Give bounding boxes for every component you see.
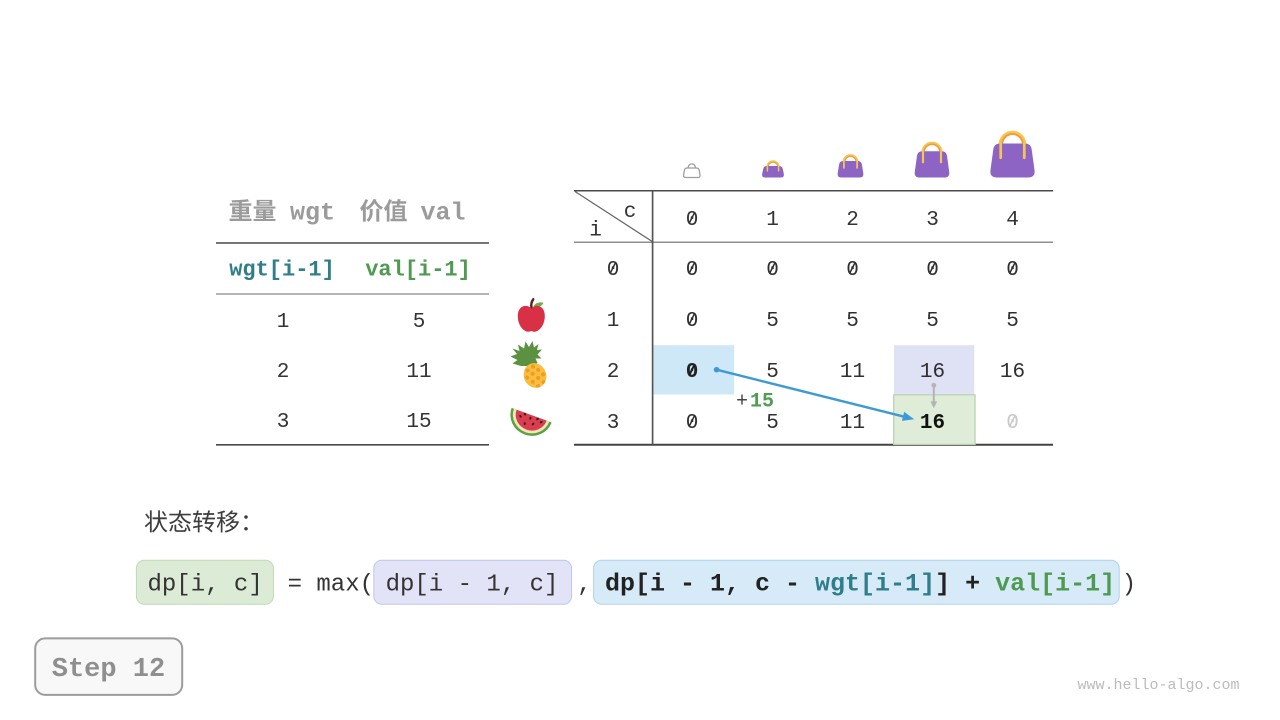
svg-text:Step 12: Step 12	[52, 655, 165, 685]
svg-text:0: 0	[846, 259, 859, 282]
svg-text:www.hello-algo.com: www.hello-algo.com	[1077, 677, 1239, 694]
svg-text:1: 1	[766, 209, 779, 232]
svg-text:c: c	[624, 201, 637, 224]
svg-text:0: 0	[686, 310, 699, 333]
svg-text:3: 3	[926, 209, 939, 232]
svg-text:,: ,	[577, 572, 591, 599]
svg-text:0: 0	[607, 259, 620, 282]
svg-text:5: 5	[766, 361, 779, 384]
svg-text:0: 0	[926, 259, 939, 282]
svg-text:2: 2	[846, 209, 859, 232]
svg-text:16: 16	[920, 361, 945, 384]
svg-text:1: 1	[607, 310, 620, 333]
svg-text:0: 0	[766, 259, 779, 282]
svg-text:11: 11	[840, 361, 865, 384]
svg-text:0: 0	[686, 412, 699, 435]
svg-text:= max(: = max(	[273, 572, 374, 599]
svg-text:val[i-1]: val[i-1]	[365, 258, 471, 283]
svg-text:dp[i - 1, c]: dp[i - 1, c]	[386, 572, 559, 599]
svg-text:2: 2	[607, 361, 620, 384]
svg-text:5: 5	[766, 310, 779, 333]
svg-text:3: 3	[277, 411, 290, 434]
svg-text:5: 5	[766, 412, 779, 435]
svg-text:0: 0	[1006, 412, 1019, 435]
svg-text:0: 0	[1006, 259, 1019, 282]
svg-text:16: 16	[920, 412, 945, 435]
svg-text:wgt: wgt	[290, 199, 335, 228]
svg-text:dp[i - 1, c - wgt[i-1]] + val[: dp[i - 1, c - wgt[i-1]] + val[i-1]	[605, 570, 1115, 599]
svg-text:11: 11	[406, 361, 431, 384]
svg-text:15: 15	[750, 390, 774, 413]
svg-text:5: 5	[1006, 310, 1019, 333]
svg-text:val: val	[420, 199, 465, 228]
svg-text:5: 5	[413, 311, 426, 334]
svg-text:+: +	[736, 390, 748, 413]
svg-text:wgt[i-1]: wgt[i-1]	[229, 258, 335, 283]
svg-text:0: 0	[686, 259, 699, 282]
svg-text:16: 16	[1000, 361, 1025, 384]
svg-text:3: 3	[607, 412, 620, 435]
svg-text:4: 4	[1006, 209, 1019, 232]
svg-text:5: 5	[846, 310, 859, 333]
svg-text:2: 2	[277, 361, 290, 384]
svg-text:0: 0	[686, 209, 699, 232]
svg-text:i: i	[589, 220, 602, 243]
svg-text:): )	[1122, 572, 1136, 599]
svg-text:0: 0	[686, 361, 699, 384]
svg-text:5: 5	[926, 310, 939, 333]
svg-text:11: 11	[840, 412, 865, 435]
svg-text:dp[i, c]: dp[i, c]	[148, 572, 263, 599]
svg-text:1: 1	[277, 311, 290, 334]
svg-text:15: 15	[406, 411, 431, 434]
